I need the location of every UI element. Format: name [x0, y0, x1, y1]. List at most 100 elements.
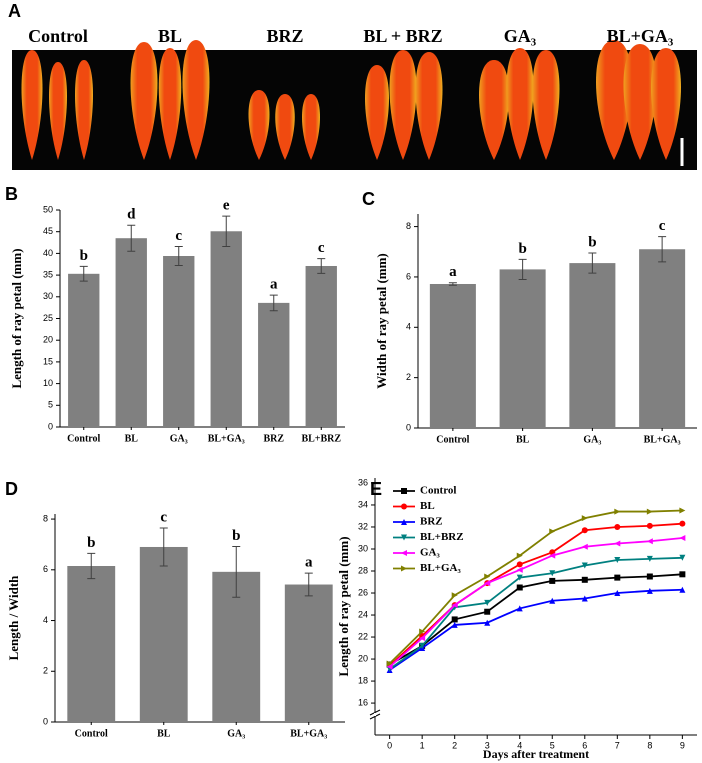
- axis-break: [369, 709, 381, 720]
- x-tick-label: 2: [452, 740, 457, 750]
- bar: [115, 238, 147, 427]
- error-bar: [159, 527, 168, 567]
- y-tick-label: 8: [406, 221, 411, 231]
- point: [451, 602, 458, 609]
- point: [549, 528, 556, 535]
- error-bar: [588, 252, 597, 274]
- significance-letter: a: [305, 555, 313, 571]
- point: [386, 660, 393, 667]
- significance-letter: b: [80, 248, 88, 264]
- y-tick-label: 20: [43, 335, 53, 345]
- panel-letter: D: [5, 479, 18, 499]
- significance-letter: b: [232, 528, 240, 544]
- point: [646, 587, 653, 594]
- point: [516, 561, 523, 568]
- significance-letter: c: [175, 228, 182, 244]
- point: [581, 543, 588, 550]
- x-tick-label: 1: [420, 740, 425, 750]
- significance-letter: e: [223, 198, 230, 214]
- point: [516, 605, 523, 612]
- point: [451, 621, 458, 628]
- x-tick-label: Control: [436, 434, 469, 445]
- significance-letter: b: [588, 234, 596, 250]
- series-line: [389, 556, 683, 670]
- bar: [639, 249, 686, 428]
- point: [679, 554, 686, 561]
- petals: [21, 40, 681, 160]
- y-tick-label: 36: [358, 477, 368, 487]
- point: [614, 574, 621, 581]
- bar: [163, 256, 195, 427]
- point: [484, 608, 491, 615]
- petal: [389, 50, 417, 160]
- x-tick-label: BL+GA₃: [644, 434, 681, 445]
- point: [549, 597, 556, 604]
- series-line: [389, 522, 683, 667]
- significance-letter: d: [127, 207, 136, 223]
- y-tick-label: 6: [406, 271, 411, 281]
- point: [646, 522, 653, 529]
- error-bar: [87, 552, 96, 580]
- significance-letter: a: [449, 264, 457, 280]
- significance-letter: c: [318, 240, 325, 256]
- y-axis-label: Length / Width: [6, 575, 21, 661]
- significance-letter: c: [160, 509, 167, 525]
- point: [549, 577, 556, 584]
- point: [614, 523, 621, 530]
- petal: [302, 94, 320, 160]
- y-tick-label: 5: [48, 400, 53, 410]
- y-tick-label: 15: [43, 356, 53, 366]
- bar: [429, 283, 476, 428]
- y-tick-label: 28: [358, 565, 368, 575]
- y-tick-label: 0: [406, 422, 411, 432]
- y-tick-label: 2: [43, 666, 48, 676]
- y-tick-label: 4: [43, 615, 48, 625]
- petal: [248, 90, 270, 160]
- error-bar: [269, 294, 278, 312]
- y-tick-label: 2: [406, 372, 411, 382]
- x-tick-label: 5: [550, 740, 555, 750]
- bar: [139, 546, 188, 722]
- panel-letter: A: [8, 1, 21, 21]
- point: [386, 663, 393, 670]
- point: [581, 595, 588, 602]
- legend-marker: [401, 565, 407, 572]
- x-tick-label: BL+BRZ: [301, 433, 341, 444]
- x-tick-label: Control: [67, 433, 100, 444]
- y-tick-label: 35: [43, 269, 53, 279]
- y-axis-label: Length of ray petal (mm): [336, 536, 351, 676]
- photo-caption: BL+GA₃: [607, 26, 674, 46]
- x-tick-label: GA₃: [170, 433, 188, 444]
- point: [419, 628, 426, 635]
- point: [549, 570, 556, 577]
- photo-caption: Control: [28, 26, 88, 46]
- x-axis-label: Days after treatment: [483, 747, 589, 761]
- petal: [596, 40, 632, 160]
- legend-label: Control: [420, 485, 456, 497]
- y-tick-label: 26: [358, 587, 368, 597]
- point: [679, 534, 686, 541]
- axis-break-gap: [374, 713, 376, 716]
- bar: [499, 269, 546, 428]
- x-tick-label: BRZ: [263, 433, 284, 444]
- bar: [68, 273, 100, 427]
- point: [516, 566, 523, 573]
- legend-label: BL+GA₃: [420, 562, 461, 574]
- significance-letter: b: [518, 241, 526, 257]
- point: [679, 520, 686, 527]
- point: [484, 580, 491, 587]
- y-tick-label: 8: [43, 513, 48, 523]
- point: [484, 573, 491, 580]
- error-bar: [304, 572, 313, 597]
- x-tick-label: BL+GA₃: [290, 728, 327, 739]
- y-tick-label: 30: [358, 543, 368, 553]
- error-bar: [222, 215, 231, 247]
- point: [581, 515, 588, 522]
- point: [679, 507, 686, 514]
- point: [484, 599, 491, 606]
- bar: [284, 584, 333, 722]
- legend-label: BL: [420, 500, 435, 512]
- series-line: [389, 573, 683, 666]
- x-tick-label: 4: [517, 740, 522, 750]
- photo: [12, 50, 697, 170]
